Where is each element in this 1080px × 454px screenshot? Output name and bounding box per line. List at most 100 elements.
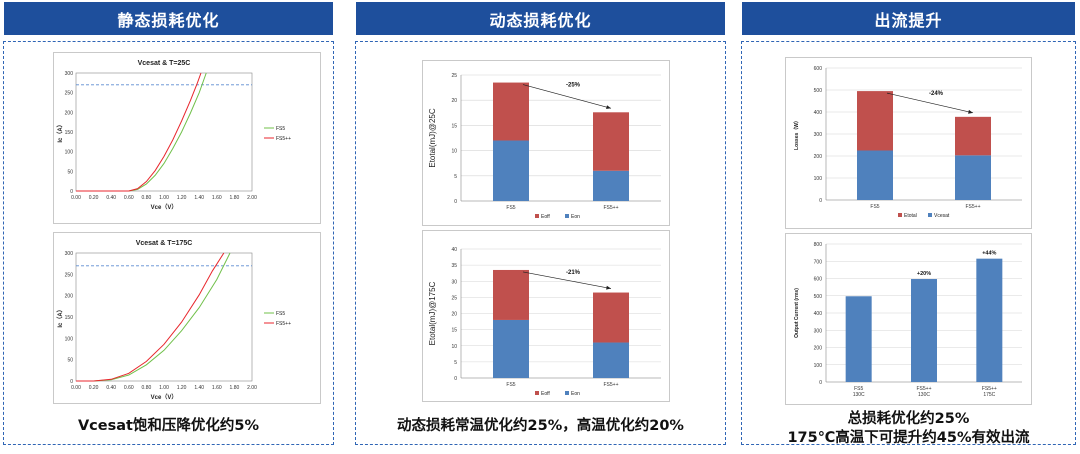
legend-label: FS5++ — [276, 136, 291, 142]
y-tick-label: 20 — [451, 98, 457, 104]
chart-etotal-25: 0 5 10 15 20 25 Etotal(mJ)@25C FS5 FS5++ -25% Eoff… — [422, 60, 670, 226]
trend-arrow — [522, 271, 612, 289]
x-tick-label: 1.40 — [194, 385, 204, 391]
trend-annotation: -21% — [566, 270, 581, 276]
y-tick-label: 300 — [65, 71, 74, 77]
caption-dynamic: 动态损耗常温优化约25%，高温优化约20% — [355, 417, 726, 436]
x-tick-label: 0.40 — [106, 385, 116, 391]
y-tick-label: 40 — [451, 247, 457, 253]
trend-arrowhead — [606, 105, 611, 109]
trend-arrowhead — [968, 109, 973, 114]
x-tick-label: 0.60 — [124, 195, 134, 201]
y-tick-label: 800 — [814, 242, 823, 248]
y-tick-label: 5 — [454, 360, 457, 366]
x-tick-label: 1.60 — [212, 385, 222, 391]
y-tick-label: 50 — [67, 358, 73, 364]
x-tick-label: 1.40 — [194, 195, 204, 201]
trend-annotation: -25% — [566, 83, 581, 89]
chart-title: Vcesat & T=175C — [136, 240, 193, 247]
legend-label: Etotal — [904, 213, 917, 219]
bar-Output Current — [976, 258, 1003, 382]
caption-line: 总损耗优化约25% — [847, 411, 970, 427]
x-tick-label: 0.40 — [106, 195, 116, 201]
legend-swatch — [535, 214, 539, 218]
y-tick-label: 250 — [65, 91, 74, 97]
panel-header-dynamic-loss: 动态损耗优化 — [356, 2, 725, 35]
y-tick-label: 200 — [65, 110, 74, 116]
bar-label: +44% — [982, 251, 996, 257]
x-tick-label: 130C — [918, 392, 930, 398]
x-tick-label: 1.00 — [159, 195, 169, 201]
plot-area — [75, 252, 253, 382]
panel-title: 出流提升 — [874, 10, 943, 30]
x-tick-label: FS5 — [506, 205, 515, 211]
vcesat-25c-chart: Vcesat & T=25C 0 50 100 150 200 250 300 0.00 0.20… — [56, 60, 291, 211]
y-tick-label: 200 — [814, 154, 823, 160]
series-line-FS5++ — [76, 252, 225, 382]
panel-dynamic-loss — [355, 41, 726, 445]
y-tick-label: 300 — [814, 328, 823, 334]
bar-label: +20% — [917, 271, 931, 277]
x-tick-label: 0.20 — [89, 195, 99, 201]
y-tick-label: 30 — [451, 279, 457, 285]
bar-Eon — [493, 319, 529, 378]
x-tick-label: 0.60 — [124, 385, 134, 391]
trend-annotation: -24% — [929, 91, 944, 97]
y-tick-label: 200 — [65, 294, 74, 300]
legend-label: Eoff — [541, 391, 550, 397]
trend-arrowhead — [606, 285, 611, 290]
y-axis-label: Ic（A） — [56, 121, 64, 142]
y-tick-label: 400 — [814, 311, 823, 317]
x-tick-label: FS5++ — [982, 386, 997, 392]
y-tick-label: 10 — [451, 344, 457, 350]
panel-title: 静态损耗优化 — [117, 10, 220, 30]
x-tick-label: FS5++ — [916, 386, 931, 392]
bar-Etotal — [857, 91, 893, 151]
y-tick-label: 100 — [814, 176, 823, 182]
y-axis-label: Losses（W） — [794, 118, 800, 150]
output-current-chart: 0 100 200 300 400 500 600 700 800 Output Current … — [794, 242, 1022, 398]
panel-header-output-current: 出流提升 — [742, 2, 1075, 35]
y-tick-label: 35 — [451, 263, 457, 269]
y-tick-label: 250 — [65, 272, 74, 278]
x-tick-label: 1.20 — [177, 195, 187, 201]
x-tick-label: 1.80 — [230, 195, 240, 201]
x-tick-label: 1.80 — [230, 385, 240, 391]
x-tick-label: 2.00 — [247, 195, 257, 201]
x-tick-label: 1.00 — [159, 385, 169, 391]
y-tick-label: 100 — [65, 336, 74, 342]
y-tick-label: 150 — [65, 130, 74, 136]
caption-output: 总损耗优化约25% 175℃高温下可提升约45%有效出流 — [741, 410, 1076, 448]
y-tick-label: 400 — [814, 110, 823, 116]
y-tick-label: 10 — [451, 149, 457, 155]
x-tick-label: 1.20 — [177, 385, 187, 391]
chart-vcesat-175: Vcesat & T=175C 0 50 100 150 200 250 300 0.00 0.2… — [53, 232, 321, 404]
x-tick-label: 0.80 — [142, 385, 152, 391]
x-tick-label: FS5++ — [603, 382, 618, 388]
y-tick-label: 15 — [451, 123, 457, 129]
y-tick-label: 300 — [814, 132, 823, 138]
y-axis-label: Etotal(mJ)@25C — [428, 108, 437, 167]
y-tick-label: 0 — [454, 376, 457, 382]
legend-label: FS5 — [276, 126, 285, 132]
panel-header-static-loss: 静态损耗优化 — [4, 2, 333, 35]
bar-Eon — [493, 140, 529, 201]
bar-Vcesat — [955, 155, 991, 200]
x-tick-label: FS5++ — [603, 205, 618, 211]
bar-Eoff — [493, 269, 529, 320]
trend-arrow — [886, 92, 974, 114]
caption-line: 175℃高温下可提升约45%有效出流 — [787, 430, 1030, 446]
chart-losses: 0 100 200 300 400 500 600 Losses（W） FS5 FS5++ -24%… — [785, 57, 1032, 229]
series-line-FS5++ — [76, 72, 202, 192]
y-tick-label: 5 — [454, 174, 457, 180]
etotal-25c-chart: 0 5 10 15 20 25 Etotal(mJ)@25C FS5 FS5++ -25% Eoff… — [428, 73, 661, 220]
bar-Eoff — [593, 292, 629, 343]
y-tick-label: 500 — [814, 294, 823, 300]
y-tick-label: 700 — [814, 259, 823, 265]
legend-label: FS5++ — [276, 321, 291, 327]
y-tick-label: 0 — [70, 189, 73, 195]
y-tick-label: 600 — [814, 66, 823, 72]
bar-Eoff — [593, 112, 629, 171]
bar-Eon — [593, 342, 629, 378]
y-tick-label: 300 — [65, 251, 74, 257]
